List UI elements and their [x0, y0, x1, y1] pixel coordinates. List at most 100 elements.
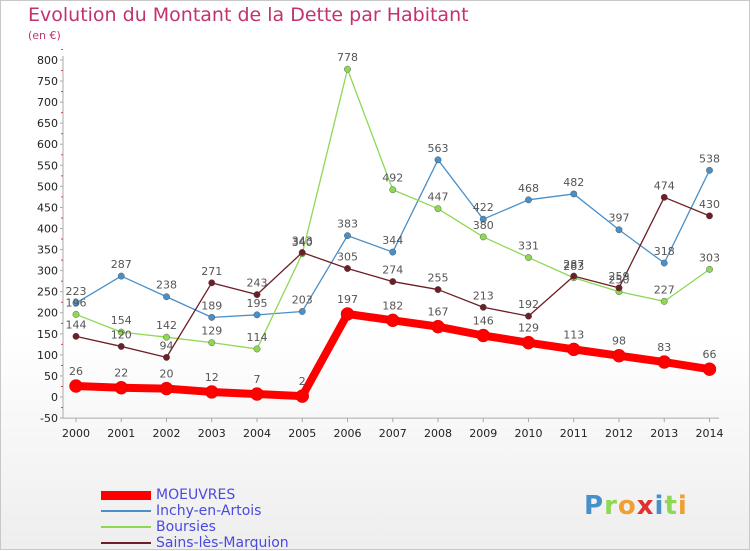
- data-point: [660, 297, 668, 305]
- data-label: 195: [247, 297, 268, 310]
- data-point: [615, 284, 623, 292]
- legend-swatch: [101, 510, 151, 512]
- data-label: 447: [428, 191, 449, 204]
- data-point: [72, 332, 80, 340]
- logo-letter: o: [617, 491, 637, 521]
- legend-label: Inchy-en-Artois: [156, 503, 262, 519]
- logo-letter: r: [604, 491, 618, 521]
- data-label: 340: [292, 236, 313, 249]
- data-point: [525, 254, 532, 261]
- y-tick-label: 700: [37, 96, 58, 109]
- data-label: 154: [111, 314, 132, 327]
- data-label: 492: [382, 172, 403, 185]
- x-tick-label: 2009: [469, 427, 497, 440]
- data-label: 129: [518, 322, 539, 335]
- data-point: [479, 215, 487, 223]
- data-label: 203: [292, 293, 313, 306]
- data-point: [344, 65, 351, 73]
- legend-item: Inchy-en-Artois: [101, 503, 289, 519]
- y-tick-label: 450: [37, 201, 58, 214]
- data-point: [389, 248, 397, 256]
- series-lines: [69, 65, 717, 403]
- data-label: 7: [254, 373, 261, 386]
- x-tick-label: 2004: [243, 427, 271, 440]
- data-label: 283: [563, 260, 584, 273]
- data-label: 189: [201, 299, 222, 312]
- data-point: [521, 335, 536, 350]
- data-label: 468: [518, 182, 539, 195]
- data-point: [570, 272, 578, 280]
- y-tick-label: 50: [44, 370, 58, 383]
- data-point: [476, 328, 490, 343]
- x-tick-label: 2011: [560, 427, 588, 440]
- data-point: [434, 156, 442, 164]
- data-label: 474: [654, 179, 675, 192]
- data-label: 113: [563, 328, 584, 341]
- y-tick-label: 500: [37, 180, 58, 193]
- x-tick-label: 2007: [379, 427, 407, 440]
- data-point: [250, 387, 264, 401]
- legend: MOEUVRES Inchy-en-Artois Boursies Sains-lès…: [101, 487, 289, 551]
- legend-label: Sains-lès-Marquion: [156, 535, 289, 551]
- x-tick-label: 2003: [198, 427, 226, 440]
- data-point: [163, 333, 170, 341]
- data-point: [340, 307, 355, 321]
- data-point: [344, 232, 351, 240]
- data-label: 192: [518, 298, 539, 311]
- y-tick-label: -50: [40, 412, 58, 425]
- data-label: 142: [156, 319, 177, 332]
- data-label: 2: [299, 375, 306, 388]
- data-label: 397: [609, 212, 630, 225]
- data-label: 430: [699, 198, 720, 211]
- x-tick-label: 2006: [334, 427, 362, 440]
- data-point: [479, 233, 487, 241]
- data-label: 383: [337, 218, 358, 231]
- data-label: 26: [69, 365, 83, 378]
- data-point: [298, 249, 306, 256]
- y-tick-label: 150: [37, 328, 58, 341]
- y-tick-label: 350: [37, 244, 58, 257]
- data-label: 538: [699, 152, 720, 165]
- data-point: [208, 313, 216, 321]
- y-tick-label: 600: [37, 138, 58, 151]
- y-tick-label: 400: [37, 222, 58, 235]
- logo-letter: i: [677, 491, 688, 521]
- data-label: 318: [654, 245, 675, 258]
- data-point: [344, 265, 351, 272]
- y-tick-label: 550: [37, 159, 58, 172]
- data-label: 98: [612, 335, 626, 348]
- data-label: 259: [609, 270, 630, 283]
- data-point: [389, 278, 397, 285]
- legend-swatch: [101, 542, 151, 544]
- data-point: [163, 293, 170, 301]
- data-label: 255: [428, 272, 449, 285]
- y-tick-label: 300: [37, 265, 58, 278]
- data-label: 343: [292, 234, 313, 247]
- data-point: [208, 279, 216, 287]
- data-label: 227: [654, 283, 675, 296]
- data-label: 20: [160, 368, 174, 381]
- data-label: 271: [201, 265, 222, 278]
- data-point: [117, 272, 125, 280]
- data-label: 22: [114, 367, 128, 380]
- data-label: 331: [518, 240, 539, 253]
- data-point: [253, 311, 261, 319]
- data-label: 182: [382, 299, 403, 312]
- x-tick-label: 2002: [153, 427, 181, 440]
- data-point: [69, 379, 83, 393]
- data-point: [253, 345, 261, 353]
- data-point: [434, 205, 442, 213]
- data-point: [615, 226, 623, 234]
- data-point: [660, 259, 668, 267]
- data-point: [525, 196, 532, 204]
- data-label: 344: [382, 234, 403, 247]
- data-point: [657, 355, 671, 369]
- data-point: [163, 353, 170, 361]
- data-point: [706, 166, 713, 174]
- data-label: 129: [201, 325, 222, 338]
- legend-label: MOEUVRES: [156, 487, 236, 503]
- data-labels: 223 287 238 189 195 203 383 344 563 422 468 482 397 3…: [66, 51, 721, 388]
- data-point: [159, 381, 174, 396]
- data-label: 250: [609, 274, 630, 287]
